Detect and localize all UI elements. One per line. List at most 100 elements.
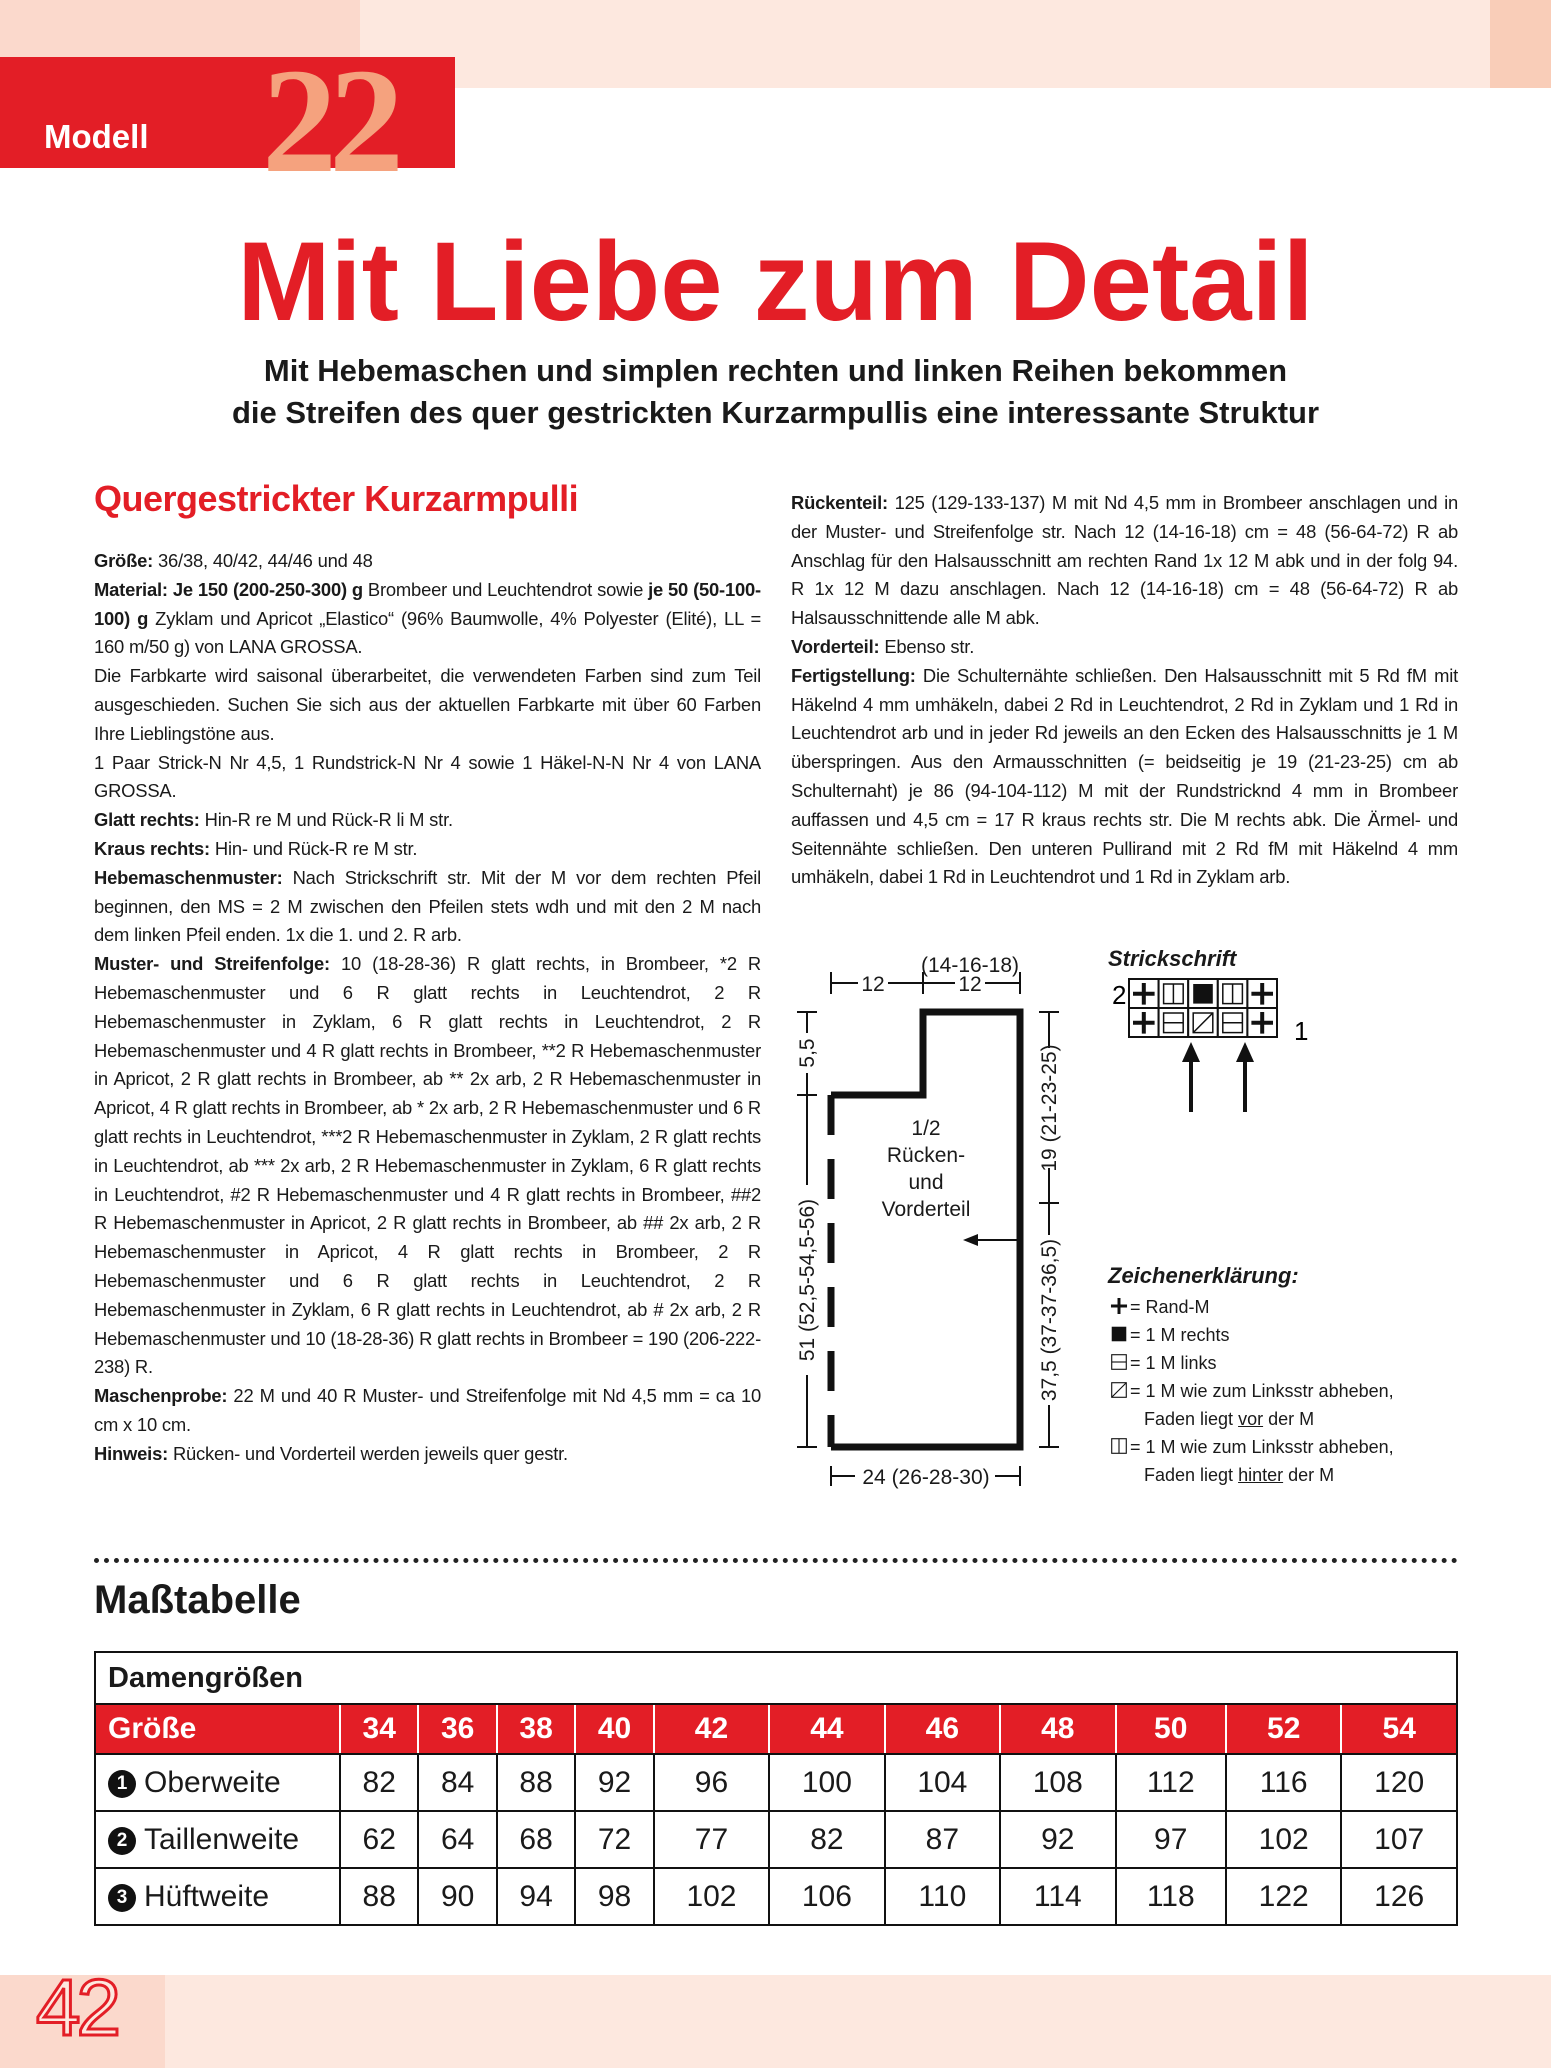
paragraph: Rückenteil: 125 (129-133-137) M mit Nd 4… <box>791 489 1458 633</box>
row-label: 2 <box>1112 980 1126 1010</box>
slip-front-icon <box>1111 1382 1127 1398</box>
top-band <box>1490 0 1551 88</box>
paragraph-text: Hin-R re M und Rück-R li M str. <box>199 809 453 831</box>
paragraph: Fertigstellung: Die Schulternähte schlie… <box>791 662 1458 892</box>
table-cell: 64 <box>417 1810 498 1869</box>
table-cell: 108 <box>999 1753 1117 1812</box>
legend-text: Faden liegt <box>1144 1465 1239 1485</box>
paragraph-text: Nach Strickschrift str. Mit der M vor de… <box>94 866 761 946</box>
table-cell: 116 <box>1224 1753 1343 1812</box>
slip-front-icon <box>1192 1012 1214 1034</box>
arrow-up-icon <box>1236 1042 1254 1112</box>
number-badge: 3 <box>108 1883 136 1912</box>
table-cell: 110 <box>883 1867 1002 1926</box>
table-cell: 102 <box>1224 1810 1343 1869</box>
paragraph: Maschenprobe: 22 M und 40 R Muster- und … <box>94 1382 761 1440</box>
table-cell: 92 <box>999 1810 1117 1869</box>
table-cell: 106 <box>768 1867 886 1926</box>
page-title: Mit Liebe zum Detail <box>237 219 1314 344</box>
dim-top-sizes: (14-16-18) <box>921 954 1019 977</box>
legend-item: = 1 M rechts <box>1108 1321 1458 1349</box>
paragraph-label: Rückenteil: <box>791 492 888 513</box>
bottom-band <box>0 1975 165 2068</box>
table-cell: 118 <box>1114 1867 1227 1926</box>
legend-text: hinter <box>1238 1465 1284 1485</box>
row-label-text: Taillenweite <box>144 1822 300 1856</box>
table-cell: 98 <box>574 1867 655 1926</box>
size-header: 40 <box>574 1703 655 1755</box>
legend-text: Faden liegt <box>1144 1409 1239 1429</box>
size-header: 42 <box>652 1703 771 1755</box>
paragraph: Kraus rechts: Hin- und Rück-R re M str. <box>94 835 761 864</box>
modell-banner <box>0 57 455 168</box>
legend-item-cont: Faden liegt vor der M <box>1108 1405 1458 1433</box>
paragraph-label: Muster- und Streifenfolge: <box>94 953 330 975</box>
paragraph: Die Farbkarte wird saisonal überarbeitet… <box>94 662 761 748</box>
dim-neck-depth: 5,5 <box>796 1038 819 1067</box>
table-cell: 112 <box>1114 1753 1227 1812</box>
paragraph-text: 10 (18-28-36) R glatt rechts, in Brombee… <box>94 953 761 1378</box>
table-cell: 77 <box>652 1810 771 1869</box>
legend-text: = 1 M wie zum Linksstr abheben, <box>1130 1437 1394 1457</box>
stitch-chart: 21 <box>1112 978 1308 1112</box>
table-cell: 92 <box>574 1753 655 1812</box>
table-cell: 122 <box>1224 1867 1343 1926</box>
table-cell: 82 <box>768 1810 886 1869</box>
schematic-diagram: 12 12 (14-16-18) 5,5 51 (52,5-54,5-56) 1… <box>794 954 1062 1489</box>
instructions-left: Größe: 36/38, 40/42, 44/46 und 48 Materia… <box>94 547 761 1469</box>
table-cell: 72 <box>574 1810 655 1869</box>
table-cell: 82 <box>338 1753 420 1812</box>
table-cell: 90 <box>417 1867 498 1926</box>
knit-icon <box>1111 1326 1127 1342</box>
size-header: 52 <box>1224 1703 1343 1755</box>
size-header: 34 <box>338 1703 420 1755</box>
row-label: 1 <box>1294 1016 1308 1046</box>
arrow-head-icon <box>963 1234 978 1246</box>
paragraph-text: Die Schulternähte schließen. Den Halsaus… <box>791 664 1458 888</box>
legend-item-cont: Faden liegt hinter der M <box>1108 1461 1458 1489</box>
table-cell: 107 <box>1340 1810 1458 1869</box>
subtitle: Mit Hebemaschen und simplen rechten und … <box>0 350 1551 434</box>
top-band <box>360 0 1490 88</box>
row-label: 3 Hüftweite <box>94 1867 341 1926</box>
legend-item: = 1 M wie zum Linksstr abheben, <box>1108 1433 1458 1461</box>
paragraph-label: Hebemaschenmuster: <box>94 866 283 888</box>
row-label-text: Hüftweite <box>144 1879 270 1913</box>
paragraph-text: 125 (129-133-137) M mit Nd 4,5 mm in Bro… <box>791 492 1458 629</box>
legend-text: = 1 M links <box>1130 1353 1217 1373</box>
paragraph-label: Vorderteil: <box>791 635 880 657</box>
purl-icon <box>1222 1012 1244 1034</box>
size-header: 46 <box>883 1703 1002 1755</box>
plus-icon <box>1251 983 1273 1005</box>
purl-icon <box>1111 1354 1127 1370</box>
plus-icon <box>1133 983 1155 1005</box>
paragraph-label: Kraus rechts: <box>94 837 210 859</box>
legend-text: = 1 M wie zum Linksstr abheben, <box>1130 1381 1394 1401</box>
slip-back-icon <box>1111 1438 1127 1454</box>
row-label: 1 Oberweite <box>94 1753 341 1812</box>
table-cell: 87 <box>883 1810 1002 1869</box>
page-number: 42 <box>35 1962 123 2054</box>
table-cell: 104 <box>883 1753 1002 1812</box>
legend-text: der M <box>1283 1465 1335 1485</box>
plus-icon <box>1133 1012 1155 1034</box>
size-label: Größe <box>94 1703 341 1755</box>
paragraph-text: 1 Paar Strick-N Nr 4,5, 1 Rundstrick-N N… <box>94 751 761 802</box>
dim-armhole: 19 (21-23-25) <box>1038 1044 1061 1171</box>
paragraph-text: Rücken- und Vorderteil werden jeweils qu… <box>168 1442 568 1464</box>
paragraph-label: je 50 (50-100-100) g <box>94 578 761 629</box>
paragraph-label: Hinweis: <box>94 1442 169 1464</box>
table-row: 1 Oberweite 82 84 88 92 96 100 104 108 112 116 120 <box>94 1753 1458 1812</box>
paragraph: Hebemaschenmuster: Nach Strickschrift st… <box>94 864 761 950</box>
table-cell: 94 <box>495 1867 577 1926</box>
mass-table-heading: Maßtabelle <box>94 1578 301 1622</box>
size-header: 48 <box>999 1703 1117 1755</box>
row-label: 2 Taillenweite <box>94 1810 341 1869</box>
paragraph-text: Die Farbkarte wird saisonal überarbeitet… <box>94 665 761 744</box>
piece-label: Vorderteil <box>882 1198 971 1221</box>
modell-label: Modell <box>44 118 149 155</box>
legend-text: = 1 M rechts <box>1130 1325 1230 1345</box>
paragraph: Muster- und Streifenfolge: 10 (18-28-36)… <box>94 950 761 1382</box>
garment-outline <box>831 1008 1024 1451</box>
knit-icon <box>1193 984 1213 1004</box>
